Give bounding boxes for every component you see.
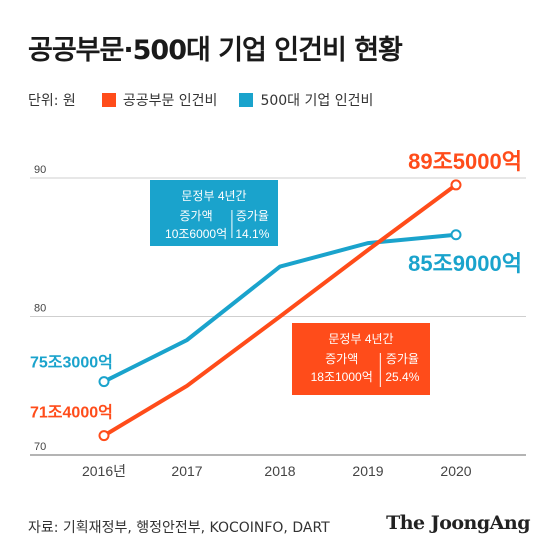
annotation-heading-public: 문정부 4년간 — [328, 332, 393, 346]
data-point-public-4 — [450, 179, 462, 191]
y-tick-label-80: 80 — [34, 303, 46, 315]
x-tick-label-4: 2020 — [440, 463, 471, 479]
y-tick-label-70: 70 — [34, 441, 46, 453]
x-tick-label-2: 2018 — [264, 463, 295, 479]
annotation-col2-value-corp: 14.1% — [235, 227, 269, 241]
brand-logo: The JoongAng — [386, 512, 530, 534]
annotation-col2-value-public: 25.4% — [385, 370, 419, 384]
data-point-corp-0 — [98, 376, 110, 388]
annotation-col2-label-corp: 증가율 — [236, 209, 269, 223]
annotation-heading-corp: 문정부 4년간 — [181, 189, 246, 203]
legend-label-corp: 500대 기업 인건비 — [260, 93, 374, 109]
annotation-col1-value-corp: 10조6000억 — [165, 227, 227, 241]
data-label-public-end: 89조5000억 — [408, 149, 522, 174]
legend-swatch-public — [101, 93, 116, 107]
annotation-box-public — [292, 323, 430, 395]
x-tick-label-1: 2017 — [171, 463, 202, 479]
annotation-col1-label-public: 증가액 — [325, 352, 358, 366]
annotation-col2-label-public: 증가율 — [386, 352, 419, 366]
annotation-col1-value-public: 18조1000억 — [311, 370, 373, 384]
legend-item-public: 공공부문 인건비 — [101, 90, 218, 110]
legend-swatch-corp — [239, 93, 254, 107]
annotation-box-corp — [150, 180, 278, 246]
y-tick-label-90: 90 — [34, 164, 46, 176]
series-line-public — [102, 183, 458, 438]
series-line-corp — [103, 232, 457, 384]
data-point-public-0 — [98, 430, 110, 442]
source-note: 자료: 기획재정부, 행정안전부, KOCOINFO, DART — [28, 520, 330, 536]
annotation-col1-label-corp: 증가액 — [180, 209, 213, 223]
data-point-corp-4 — [450, 229, 462, 241]
legend-label-public: 공공부문 인건비 — [122, 93, 218, 109]
unit-label: 단위: 원 — [28, 93, 76, 109]
x-tick-label-3: 2019 — [352, 463, 383, 479]
legend-item-corp: 500대 기업 인건비 — [239, 90, 373, 110]
data-label-corp-start: 75조3000억 — [30, 353, 113, 372]
data-label-corp-end: 85조9000억 — [408, 251, 522, 276]
chart-title: 공공부문·500대 기업 인건비 현황 — [28, 35, 403, 66]
legend: 단위: 원 공공부문 인건비 500대 기업 인건비 — [28, 90, 395, 110]
data-label-public-start: 71조4000억 — [30, 403, 113, 422]
x-tick-label-0: 2016년 — [82, 463, 126, 479]
